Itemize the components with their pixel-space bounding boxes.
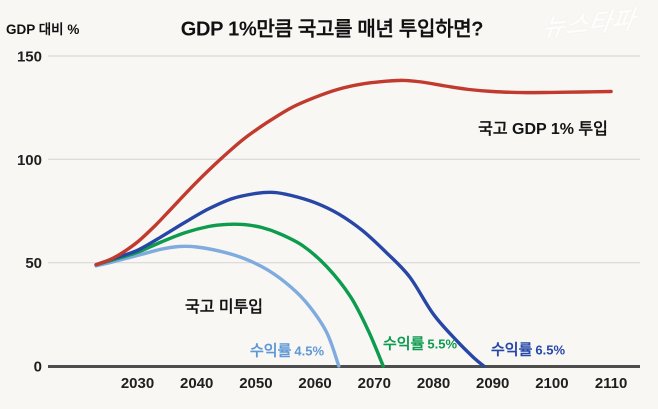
- rate-5-5-prefix: 수익률: [382, 335, 425, 353]
- rate-4-5-prefix: 수익률: [249, 342, 292, 360]
- x-tick-label: 2090: [476, 375, 509, 392]
- y-tick-label: 150: [17, 49, 42, 66]
- x-tick-label: 2070: [358, 375, 391, 392]
- series-line-2: [94, 190, 486, 368]
- series-line-3: [94, 78, 613, 267]
- annotation-treasury-series: 국고 GDP 1% 투입: [478, 121, 608, 138]
- x-tick-label: 2080: [417, 375, 450, 392]
- rate-4-5-value: 4.5%: [294, 343, 325, 359]
- y-tick-label: 50: [25, 255, 42, 272]
- y-tick-label: 100: [17, 152, 42, 169]
- x-tick-label: 2030: [121, 375, 154, 392]
- annotation-rate-5-5: 수익률 5.5%: [383, 333, 457, 354]
- rate-6-5-value: 6.5%: [535, 342, 566, 358]
- x-tick-label: 2060: [298, 375, 331, 392]
- annotation-no-treasury-group: 국고 미투입: [184, 299, 264, 316]
- x-tick-label: 2100: [535, 375, 568, 392]
- x-tick-label: 2040: [180, 375, 213, 392]
- y-axis-unit-label: GDP 대비 %: [6, 22, 80, 37]
- annotation-rate-6-5: 수익률 6.5%: [491, 339, 565, 360]
- annotation-rate-4-5: 수익률 4.5%: [250, 340, 324, 361]
- rate-5-5-value: 5.5%: [427, 336, 458, 352]
- chart-title: GDP 1%만큼 국고를 매년 투입하면?: [180, 18, 484, 41]
- series-line-1: [94, 222, 385, 368]
- x-tick-label: 2050: [239, 375, 272, 392]
- x-tick-label: 2110: [595, 375, 628, 392]
- rate-6-5-prefix: 수익률: [490, 341, 533, 359]
- y-tick-label: 0: [34, 359, 42, 376]
- series-line-0: [94, 244, 341, 368]
